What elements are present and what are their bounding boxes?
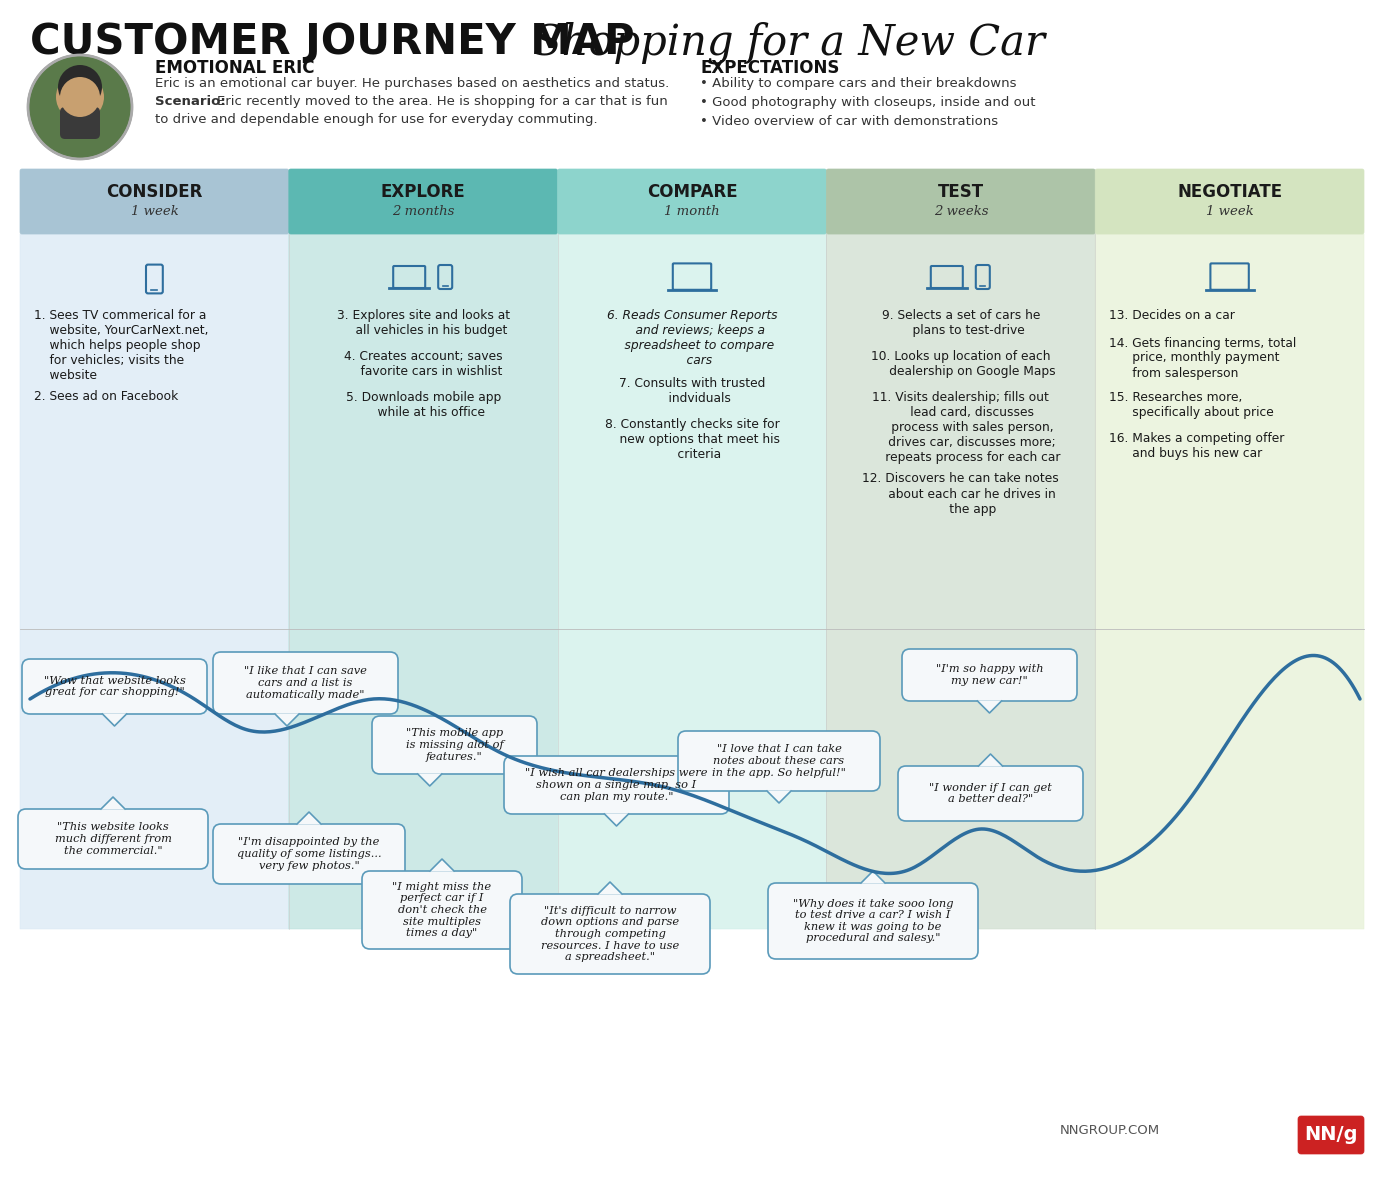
FancyBboxPatch shape — [22, 659, 208, 715]
Polygon shape — [861, 872, 884, 883]
FancyBboxPatch shape — [826, 169, 1095, 234]
Text: "This website looks
much different from
the commercial.": "This website looks much different from … — [54, 823, 172, 856]
FancyBboxPatch shape — [768, 883, 978, 960]
FancyBboxPatch shape — [19, 234, 289, 929]
FancyBboxPatch shape — [678, 731, 880, 791]
FancyBboxPatch shape — [289, 234, 558, 929]
Text: • Good photography with closeups, inside and out: • Good photography with closeups, inside… — [700, 96, 1035, 109]
Text: EXPECTATIONS: EXPECTATIONS — [700, 59, 839, 77]
Text: NNGROUP.COM: NNGROUP.COM — [1060, 1124, 1160, 1137]
FancyBboxPatch shape — [509, 894, 710, 974]
Text: • Video overview of car with demonstrations: • Video overview of car with demonstrati… — [700, 115, 998, 128]
Text: 2 months: 2 months — [392, 205, 454, 218]
Text: 5. Downloads mobile app
    while at his office: 5. Downloads mobile app while at his off… — [346, 391, 501, 419]
Text: 14. Gets financing terms, total
      price, monthly payment
      from salesper: 14. Gets financing terms, total price, m… — [1109, 336, 1297, 379]
Text: 12. Discovers he can take notes
      about each car he drives in
      the app: 12. Discovers he can take notes about ea… — [862, 472, 1059, 516]
Text: EMOTIONAL ERIC: EMOTIONAL ERIC — [155, 59, 314, 77]
Text: 10. Looks up location of each
      dealership on Google Maps: 10. Looks up location of each dealership… — [866, 350, 1056, 378]
Circle shape — [28, 55, 131, 159]
Text: 6. Reads Consumer Reports
    and reviews; keeps a
    spreadsheet to compare
  : 6. Reads Consumer Reports and reviews; k… — [606, 309, 778, 367]
Polygon shape — [605, 814, 628, 826]
Text: EXPLORE: EXPLORE — [381, 183, 465, 201]
Circle shape — [58, 65, 102, 109]
Text: COMPARE: COMPARE — [646, 183, 738, 201]
Text: CUSTOMER JOURNEY MAP: CUSTOMER JOURNEY MAP — [30, 21, 635, 63]
Text: TEST: TEST — [938, 183, 984, 201]
Text: 2. Sees ad on Facebook: 2. Sees ad on Facebook — [35, 390, 179, 403]
Text: 1. Sees TV commerical for a
    website, YourCarNext.net,
    which helps people: 1. Sees TV commerical for a website, You… — [35, 309, 209, 382]
Text: "I wish all car dealerships were
shown on a single map, so I
can plan my route.": "I wish all car dealerships were shown o… — [526, 768, 707, 801]
Text: 1 week: 1 week — [130, 205, 179, 218]
FancyBboxPatch shape — [558, 234, 826, 929]
Text: 1 month: 1 month — [664, 205, 720, 218]
FancyBboxPatch shape — [19, 169, 289, 234]
Polygon shape — [102, 715, 126, 726]
Polygon shape — [298, 812, 321, 824]
Text: 3. Explores site and looks at
    all vehicles in his budget: 3. Explores site and looks at all vehicl… — [336, 309, 509, 336]
Text: CONSIDER: CONSIDER — [107, 183, 202, 201]
Text: Scenario:: Scenario: — [155, 95, 226, 108]
Polygon shape — [977, 702, 1002, 713]
Text: "I might miss the
perfect car if I
don't check the
site multiples
times a day": "I might miss the perfect car if I don't… — [393, 882, 491, 938]
FancyBboxPatch shape — [363, 872, 522, 949]
Polygon shape — [767, 791, 792, 803]
FancyBboxPatch shape — [213, 824, 406, 883]
FancyBboxPatch shape — [1298, 1116, 1365, 1155]
Polygon shape — [418, 774, 441, 786]
Text: 15. Researches more,
      specifically about price: 15. Researches more, specifically about … — [1109, 391, 1273, 419]
Text: 1 week: 1 week — [1205, 205, 1254, 218]
FancyBboxPatch shape — [213, 652, 399, 715]
Text: "It's difficult to narrow
down options and parse
through competing
resources. I : "It's difficult to narrow down options a… — [541, 906, 680, 962]
FancyBboxPatch shape — [826, 234, 1095, 929]
Text: NEGOTIATE: NEGOTIATE — [1176, 183, 1282, 201]
FancyBboxPatch shape — [1095, 169, 1365, 234]
Text: "I'm so happy with
my new car!": "I'm so happy with my new car!" — [936, 665, 1044, 686]
Text: 4. Creates account; saves
    favorite cars in wishlist: 4. Creates account; saves favorite cars … — [343, 350, 502, 378]
FancyBboxPatch shape — [558, 169, 826, 234]
Text: 16. Makes a competing offer
      and buys his new car: 16. Makes a competing offer and buys his… — [1109, 432, 1284, 460]
FancyBboxPatch shape — [60, 107, 100, 139]
FancyBboxPatch shape — [504, 756, 729, 814]
Circle shape — [60, 77, 100, 117]
Text: to drive and dependable enough for use for everyday commuting.: to drive and dependable enough for use f… — [155, 113, 598, 126]
Text: "I love that I can take
notes about these cars
in the app. So helpful!": "I love that I can take notes about thes… — [711, 744, 846, 778]
Text: 11. Visits dealership; fills out
      lead card, discusses
      process with s: 11. Visits dealership; fills out lead ca… — [862, 391, 1060, 464]
Polygon shape — [101, 797, 125, 809]
Text: 7. Consults with trusted
    indviduals: 7. Consults with trusted indviduals — [619, 377, 765, 405]
Text: 2 weeks: 2 weeks — [934, 205, 988, 218]
FancyBboxPatch shape — [289, 169, 558, 234]
Polygon shape — [598, 882, 621, 894]
Text: NN/g: NN/g — [1304, 1126, 1358, 1145]
FancyBboxPatch shape — [898, 766, 1084, 820]
Text: "I like that I can save
cars and a list is
automatically made": "I like that I can save cars and a list … — [244, 666, 367, 699]
Polygon shape — [978, 754, 1002, 766]
FancyBboxPatch shape — [1095, 234, 1365, 929]
Text: 8. Constantly checks site for
    new options that meet his
    criteria: 8. Constantly checks site for new option… — [603, 419, 781, 461]
Text: "I'm disappointed by the
quality of some listings...
very few photos.": "I'm disappointed by the quality of some… — [237, 837, 382, 870]
Circle shape — [55, 73, 104, 121]
Polygon shape — [275, 715, 299, 726]
FancyBboxPatch shape — [18, 809, 208, 869]
Text: "This mobile app
is missing alot of
features.": "This mobile app is missing alot of feat… — [406, 729, 504, 762]
Text: Eric recently moved to the area. He is shopping for a car that is fun: Eric recently moved to the area. He is s… — [217, 95, 667, 108]
Text: "I wonder if I can get
a better deal?": "I wonder if I can get a better deal?" — [929, 782, 1052, 804]
Text: Shopping for a New Car: Shopping for a New Car — [520, 21, 1045, 63]
FancyBboxPatch shape — [372, 716, 537, 774]
Text: 13. Decides on a car: 13. Decides on a car — [1109, 309, 1235, 322]
Text: "Wow that website looks
great for car shopping!": "Wow that website looks great for car sh… — [43, 675, 185, 697]
Text: Eric is an emotional car buyer. He purchases based on aesthetics and status.: Eric is an emotional car buyer. He purch… — [155, 77, 670, 90]
FancyBboxPatch shape — [902, 649, 1077, 702]
Polygon shape — [430, 858, 454, 872]
Text: "Why does it take sooo long
to test drive a car? I wish I
knew it was going to b: "Why does it take sooo long to test driv… — [793, 899, 954, 943]
Text: 9. Selects a set of cars he
    plans to test-drive: 9. Selects a set of cars he plans to tes… — [882, 309, 1039, 336]
Text: • Ability to compare cars and their breakdowns: • Ability to compare cars and their brea… — [700, 77, 1016, 90]
